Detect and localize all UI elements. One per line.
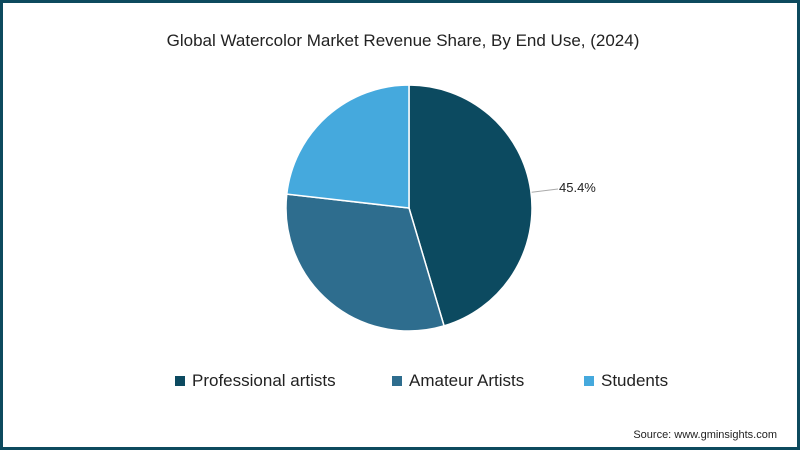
pie-slice-amateur-artists[interactable] (285, 193, 445, 332)
legend-label: Professional artists (192, 371, 336, 390)
slice-label-professional: 45.4% (559, 180, 596, 195)
pie-chart: 45.4% (285, 84, 596, 332)
legend-item-amateur-artists[interactable]: Amateur Artists (392, 371, 524, 391)
legend-item-professional-artists[interactable]: Professional artists (175, 371, 336, 391)
pie-slices (285, 84, 533, 332)
chart-title: Global Watercolor Market Revenue Share, … (166, 31, 640, 50)
legend-swatch-amateur (392, 376, 402, 386)
label-leader-line (531, 188, 559, 193)
legend: Professional artists Amateur Artists Stu… (3, 371, 800, 393)
legend-label: Students (601, 371, 669, 390)
legend-swatch-professional (175, 376, 185, 386)
legend-label: Amateur Artists (409, 371, 525, 390)
source-credit: Source: www.gminsights.com (633, 429, 777, 441)
pie-slice-professional-artists[interactable] (408, 84, 533, 327)
legend-item-students[interactable]: Students (584, 371, 668, 391)
pie-slice-students[interactable] (285, 84, 410, 209)
legend-swatch-students (584, 376, 594, 386)
